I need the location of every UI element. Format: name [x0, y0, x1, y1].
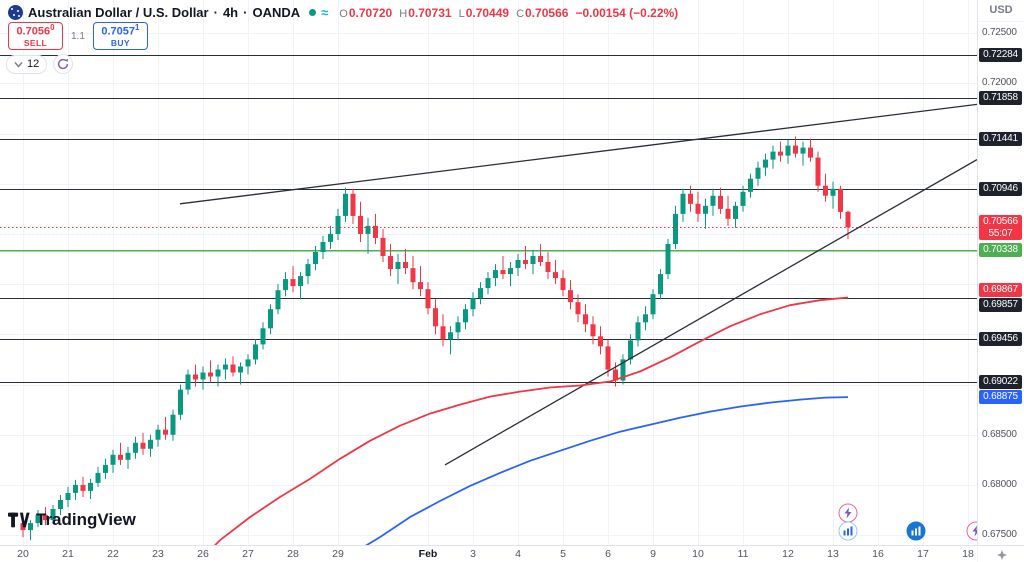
time-axis-label: 22 — [107, 548, 119, 560]
time-axis-label: 9 — [650, 548, 656, 560]
line-price-badge[interactable]: 0.71441 — [979, 132, 1022, 146]
open-label: O — [339, 7, 348, 20]
time-axis-label: Feb — [418, 548, 438, 560]
price-axis-label: 0.68000 — [982, 479, 1017, 490]
event-marker-bolt-icon[interactable] — [838, 503, 858, 523]
time-axis-label: 5 — [560, 548, 566, 560]
legend-collapse-button[interactable]: 12 — [6, 54, 48, 74]
tradingview-logo[interactable]: TradingView — [8, 510, 136, 530]
axis-corner-button[interactable] — [977, 545, 1024, 562]
high-label: H — [399, 7, 408, 20]
time-axis-label: 3 — [470, 548, 476, 560]
exchange-label: OANDA — [252, 5, 301, 20]
separator: · — [243, 5, 248, 20]
line-price-badge[interactable]: 0.69857 — [979, 298, 1022, 312]
data-mode-icon: ≈ — [321, 5, 329, 20]
time-axis[interactable]: 20 21 22 23 26 27 28 29 Feb 3 4 5 6 9 10 11 12 13 16 17 18 — [0, 545, 977, 562]
ma-blue-line[interactable] — [350, 396, 849, 545]
trade-panel: 0.70560 SELL 1.1 0.70571 BUY — [8, 22, 148, 50]
current-price-badge[interactable]: 0.70566 55:07 — [979, 215, 1022, 240]
change-value: −0.00154 (−0.22%) — [575, 5, 679, 20]
ohlc-values: O0.70720 H0.70731 L0.70449 C0.70566 −0.0… — [339, 6, 678, 20]
refresh-button[interactable] — [53, 54, 74, 74]
time-axis-label: 10 — [692, 548, 704, 560]
tradingview-logo-text: TradingView — [36, 510, 136, 529]
time-axis-label: 13 — [827, 548, 839, 560]
horizontal-lines-layer[interactable] — [0, 55, 977, 383]
sell-label: SELL — [23, 37, 48, 48]
tradingview-logo-icon — [8, 512, 30, 528]
buy-price-sup: 1 — [135, 23, 140, 33]
axis-settings-icon — [996, 549, 1007, 560]
axis-divider — [978, 21, 1024, 22]
price-axis-label: 0.68500 — [982, 429, 1017, 440]
close-label: C — [516, 7, 525, 20]
trendlines-layer[interactable] — [179, 103, 977, 466]
chevron-down-icon — [14, 61, 23, 68]
time-axis-label: 27 — [242, 548, 254, 560]
time-axis-label: 6 — [605, 548, 611, 560]
symbol-legend: Australian Dollar / U.S. Dollar · 4h · O… — [8, 5, 678, 20]
time-axis-label: 29 — [332, 548, 344, 560]
price-axis[interactable]: USD 0.72500 0.72000 0.68500 0.68000 0.67500 0… — [977, 0, 1024, 545]
line-price-badge[interactable]: 0.71858 — [979, 91, 1022, 105]
candles-layer — [20, 136, 851, 541]
sell-price-sup: 0 — [50, 23, 55, 33]
time-axis-label: 23 — [152, 548, 164, 560]
price-axis-label: 0.72000 — [982, 77, 1017, 88]
market-status-icon — [309, 9, 317, 16]
sell-price: 0.7056 — [16, 26, 51, 39]
spread-value: 1.1 — [71, 30, 85, 42]
close-value: 0.70566 — [525, 5, 569, 20]
buy-price: 0.7057 — [101, 26, 135, 39]
time-axis-label: 4 — [515, 548, 521, 560]
ma-red-badge[interactable]: 0.69867 — [979, 283, 1022, 297]
green-line-badge[interactable]: 0.70338 — [979, 243, 1022, 257]
price-axis-label: 0.67500 — [982, 529, 1017, 540]
time-axis-label: 17 — [917, 548, 929, 560]
time-axis-label: 18 — [962, 548, 974, 560]
event-marker-solid-icon[interactable] — [906, 521, 926, 541]
interval-label[interactable]: 4h — [222, 5, 239, 20]
line-price-badge[interactable]: 0.72284 — [979, 48, 1022, 62]
separator: · — [213, 5, 218, 20]
time-axis-label: 28 — [287, 548, 299, 560]
buy-label: BUY — [110, 37, 130, 48]
line-price-badge[interactable]: 0.70946 — [979, 182, 1022, 196]
sell-button[interactable]: 0.70560 SELL — [8, 22, 63, 50]
time-axis-label: 26 — [197, 548, 209, 560]
ma-blue-badge[interactable]: 0.68875 — [979, 390, 1022, 404]
symbol-title[interactable]: Australian Dollar / U.S. Dollar — [28, 5, 209, 20]
time-axis-label: 11 — [737, 548, 749, 560]
open-value: 0.70720 — [348, 5, 393, 20]
legend-toolbar: 12 — [6, 54, 74, 74]
time-axis-label: 20 — [17, 548, 29, 560]
time-axis-label: 12 — [782, 548, 794, 560]
low-label: L — [458, 7, 465, 20]
candlestick-chart — [0, 0, 977, 545]
line-price-badge[interactable]: 0.69022 — [979, 375, 1022, 389]
event-marker-bars-icon[interactable] — [838, 521, 858, 541]
currency-label[interactable]: USD — [989, 4, 1013, 16]
chart-canvas[interactable]: Australian Dollar / U.S. Dollar · 4h · O… — [0, 0, 977, 545]
line-price-badge[interactable]: 0.69456 — [979, 332, 1022, 346]
ma-red-line[interactable] — [190, 296, 849, 546]
time-axis-label: 21 — [62, 548, 74, 560]
time-axis-label: 16 — [872, 548, 884, 560]
hidden-indicator-count: 12 — [27, 58, 40, 70]
price-axis-label: 0.72500 — [982, 27, 1017, 38]
high-value: 0.70731 — [408, 5, 452, 20]
refresh-icon — [58, 58, 69, 70]
buy-button[interactable]: 0.70571 BUY — [92, 22, 148, 50]
aud-flag-icon — [8, 5, 23, 20]
low-value: 0.70449 — [465, 5, 510, 20]
